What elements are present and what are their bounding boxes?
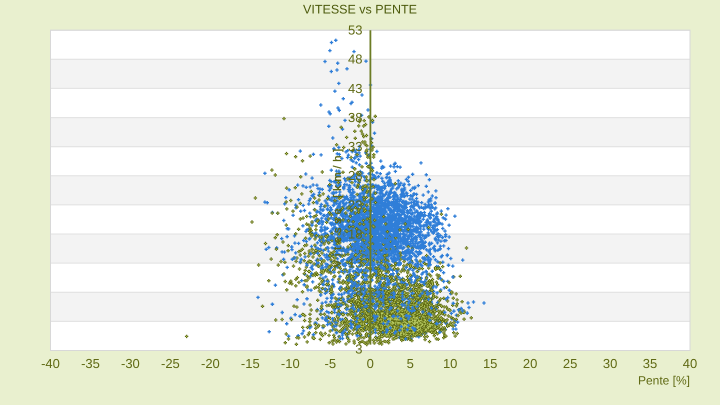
svg-text:48: 48 [348,52,362,67]
svg-text:-15: -15 [241,356,260,371]
svg-text:-20: -20 [201,356,220,371]
svg-text:0: 0 [367,356,374,371]
svg-text:-35: -35 [81,356,100,371]
svg-text:8: 8 [355,285,362,300]
svg-text:38: 38 [348,110,362,125]
svg-text:VITESSE vs PENTE: VITESSE vs PENTE [303,2,417,16]
svg-text:15: 15 [483,356,497,371]
svg-text:18: 18 [348,226,362,241]
svg-text:-30: -30 [121,356,140,371]
svg-text:25: 25 [563,356,577,371]
svg-text:Vitesse [km/h]: Vitesse [km/h] [332,145,344,267]
svg-text:-25: -25 [161,356,180,371]
svg-text:43: 43 [348,81,362,96]
svg-text:30: 30 [603,356,617,371]
svg-text:-40: -40 [41,356,60,371]
svg-text:40: 40 [683,356,697,371]
svg-text:-10: -10 [281,356,300,371]
svg-text:33: 33 [348,139,362,154]
svg-text:13: 13 [348,256,362,271]
svg-text:23: 23 [348,197,362,212]
svg-text:3: 3 [355,341,362,356]
svg-text:10: 10 [443,356,457,371]
svg-text:53: 53 [348,23,362,38]
svg-text:20: 20 [523,356,537,371]
svg-text:-5: -5 [325,356,337,371]
svg-text:28: 28 [348,168,362,183]
svg-text:35: 35 [643,356,657,371]
svg-text:5: 5 [407,356,414,371]
svg-text:Pente [%]: Pente [%] [638,373,690,387]
